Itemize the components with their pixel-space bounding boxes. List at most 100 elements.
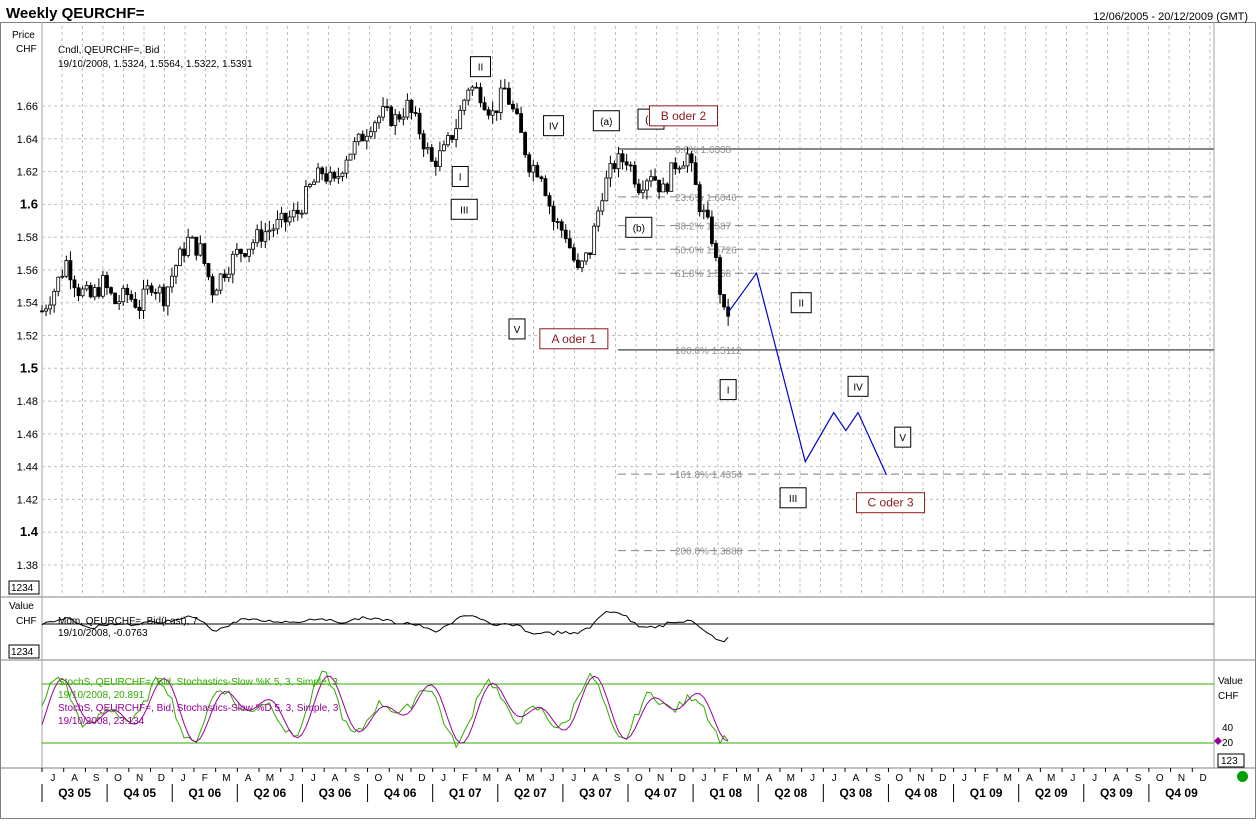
candle-body [555, 221, 560, 223]
candle-body [718, 257, 722, 295]
wave-label-text: IV [853, 382, 863, 393]
candle-body [640, 189, 645, 194]
candle-body [368, 131, 373, 137]
candle-body [474, 86, 479, 89]
quarter-label: Q2 07 [514, 786, 547, 800]
wave-label-text: (b) [633, 223, 645, 234]
candle-body [125, 287, 130, 296]
candle-body [580, 260, 584, 269]
candle-body [275, 219, 280, 230]
wave-label-text: III [460, 205, 468, 216]
month-label: D [158, 773, 165, 784]
wave-label-text: V [899, 433, 906, 444]
month-label: A [332, 773, 339, 784]
candle-body [60, 275, 65, 278]
month-label: S [1135, 773, 1142, 784]
candle-body [161, 286, 166, 307]
fib-label: 100.0% 1.5112 [675, 346, 742, 357]
month-label: D [1200, 773, 1207, 784]
candle-body [649, 176, 653, 182]
candle-body [604, 177, 609, 202]
candle-body [498, 87, 503, 113]
candle-body [324, 173, 329, 182]
month-label: F [723, 773, 729, 784]
candle-body [186, 236, 191, 256]
month-label: S [93, 773, 100, 784]
candle-body [117, 301, 122, 305]
wave-label-box [779, 487, 807, 509]
y-tick-label: 1.52 [17, 331, 38, 343]
y-tick-label: 1.5 [20, 360, 38, 375]
price-series-label: Cndl, QEURCHF=, Bid [58, 45, 159, 56]
candle-body [596, 210, 601, 227]
candle-body [531, 165, 536, 173]
candle-body [352, 141, 357, 155]
month-label: M [743, 773, 751, 784]
mom-scale-box[interactable] [8, 644, 40, 659]
stoch-scale-box[interactable] [1217, 753, 1245, 768]
candle-body [283, 212, 288, 223]
fib-label: 0.0% 1.6338 [675, 145, 732, 156]
wave-label-box [625, 216, 653, 238]
candle-body [267, 229, 272, 233]
candle-body [657, 179, 662, 193]
month-label: A [245, 773, 252, 784]
candle-body [72, 279, 77, 289]
candle-body [636, 183, 641, 194]
candle-body [478, 87, 483, 104]
y-tick-label: 1.66 [17, 101, 38, 113]
month-label: A [592, 773, 599, 784]
mom-scale-box-label: 1234 [11, 647, 34, 658]
month-label: M [222, 773, 230, 784]
month-label: O [635, 773, 643, 784]
candle-body [52, 290, 57, 306]
candle-body [222, 273, 227, 279]
price-scale-box[interactable] [8, 580, 40, 595]
candle-body [693, 162, 698, 186]
month-label: F [202, 773, 208, 784]
candle-body [251, 242, 256, 250]
y-tick-label: 1.44 [17, 462, 38, 474]
y-tick-label: 1.48 [17, 396, 38, 408]
candle-body [620, 153, 625, 163]
fib-label: 38.2% 1.587 [675, 222, 732, 233]
wave-label-text: II [478, 63, 484, 74]
month-label: M [787, 773, 795, 784]
month-label: A [1026, 773, 1033, 784]
quarter-label: Q3 08 [840, 786, 873, 800]
month-label: J [441, 773, 446, 784]
wave-label-text: I [459, 172, 462, 183]
candle-body [56, 276, 61, 292]
candle-body [470, 86, 475, 91]
price-y-axis: 1.66 1.64 1.62 1.6 1.58 1.56 1.54 1.52 1.5 1.48 1.… [17, 101, 39, 572]
wave-label-text: IV [549, 122, 559, 133]
candle-body [141, 288, 146, 311]
candle-body [356, 133, 361, 143]
status-dot-icon[interactable] [1237, 771, 1248, 782]
fib-label: 50.0% 1.5726 [675, 245, 737, 256]
wave-label-text: II [798, 299, 804, 310]
stoch-d-value: 19/10/2008, 23.134 [58, 716, 145, 727]
quarter-label: Q1 07 [449, 786, 482, 800]
quarter-label: Q3 06 [319, 786, 352, 800]
candle-body [612, 163, 617, 170]
candle-body [714, 243, 718, 258]
candle-body [450, 135, 454, 140]
month-label: J [832, 773, 837, 784]
quarter-label: Q3 09 [1100, 786, 1133, 800]
candle-body [259, 229, 264, 242]
month-label: N [657, 773, 664, 784]
wave-label-box [451, 165, 469, 187]
month-label: A [71, 773, 78, 784]
candle-body [417, 112, 422, 135]
candle-body [105, 275, 109, 288]
candle-body [263, 231, 268, 242]
candle-body [673, 162, 678, 170]
month-label: J [1070, 773, 1075, 784]
candle-body [64, 260, 69, 277]
wave-label-box [539, 328, 609, 350]
candle-body [101, 275, 105, 297]
